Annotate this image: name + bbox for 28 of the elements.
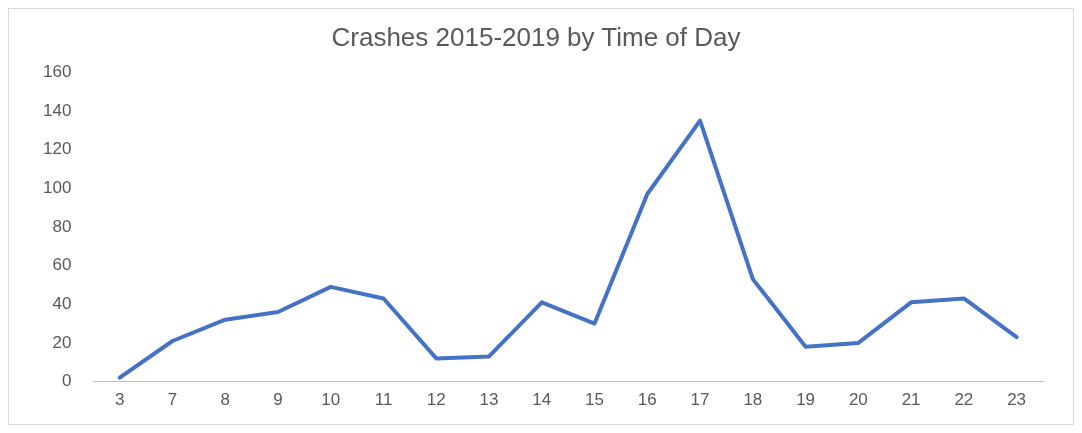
chart-title: Crashes 2015-2019 by Time of Day	[331, 21, 741, 52]
x-tick-label: 20	[848, 390, 868, 410]
y-tick-label: 140	[42, 100, 72, 120]
x-tick-label: 22	[954, 390, 974, 410]
y-tick-label: 80	[52, 216, 72, 236]
y-tick-label: 20	[52, 332, 72, 352]
x-tick-label: 17	[690, 390, 710, 410]
x-tick-label: 18	[743, 390, 763, 410]
x-tick-label: 14	[532, 390, 552, 410]
y-tick-label: 40	[52, 293, 72, 313]
x-tick-label: 10	[321, 390, 341, 410]
x-tick-label: 7	[167, 390, 178, 410]
x-tick-label: 13	[479, 390, 499, 410]
x-tick-label: 21	[901, 390, 921, 410]
x-tick-label: 23	[1007, 390, 1027, 410]
x-tick-label: 15	[585, 390, 605, 410]
x-tick-label: 9	[273, 390, 283, 410]
x-tick-label: 19	[796, 390, 816, 410]
y-tick-label: 100	[42, 177, 72, 197]
y-tick-label: 120	[42, 139, 72, 159]
x-tick-label: 8	[220, 390, 230, 410]
x-tick-label: 11	[374, 390, 393, 410]
x-tick-label: 16	[637, 390, 657, 410]
y-tick-label: 160	[42, 61, 72, 81]
x-tick-label: 3	[115, 390, 125, 410]
y-tick-label: 0	[61, 371, 72, 391]
x-tick-label: 12	[426, 390, 446, 410]
y-tick-label: 60	[52, 255, 72, 275]
